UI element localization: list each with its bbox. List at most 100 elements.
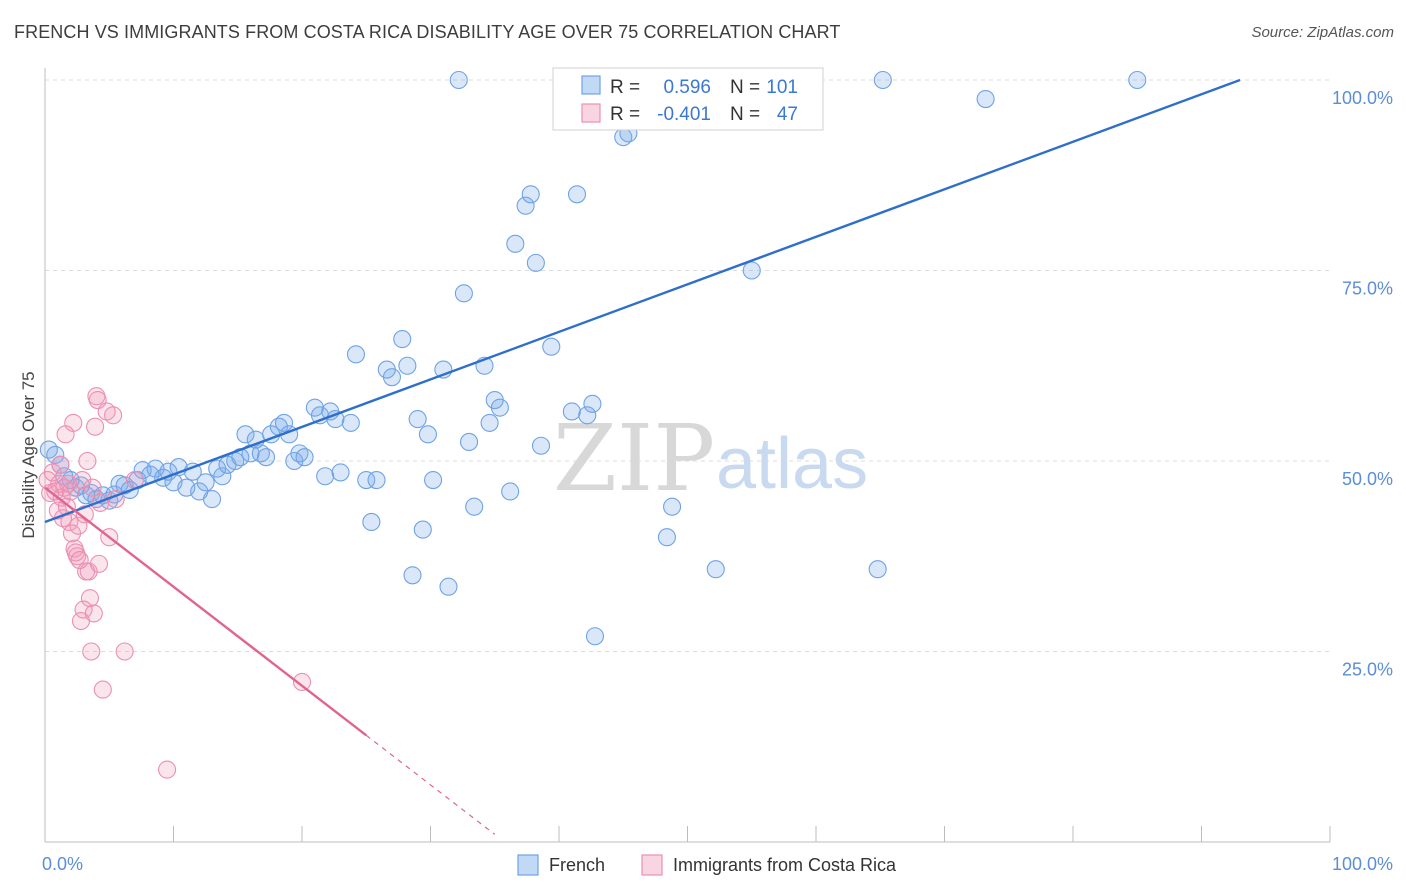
series-legend: French Immigrants from Costa Rica (517, 854, 897, 876)
french-point-58 (382, 368, 402, 387)
french-point-99 (868, 560, 887, 579)
y-tick-label-100: 100.0% (1332, 88, 1393, 108)
legend-r-value-costa-rica: -0.401 (657, 104, 711, 125)
costa-rica-point-27 (78, 451, 97, 471)
french-point-101 (976, 90, 995, 109)
costa-rica-point-23 (73, 470, 92, 490)
french-point-51 (331, 463, 350, 482)
french-point-55 (362, 512, 381, 532)
french-point-68 (449, 70, 468, 90)
french-point-94 (663, 497, 682, 516)
french-point-84 (562, 402, 581, 421)
watermark: ZIP atlas (553, 405, 868, 512)
french-point-78 (516, 196, 535, 215)
french-point-54 (357, 470, 376, 490)
bottom-legend-swatch-costa-rica (641, 854, 663, 876)
bottom-legend-label-french: French (549, 855, 605, 875)
costa-rica-point-15 (62, 524, 82, 543)
legend-swatch-costa-rica (581, 103, 601, 123)
legend-r-label-costa-rica: R = (610, 104, 640, 125)
french-point-48 (316, 467, 335, 486)
french-point-27 (196, 473, 215, 492)
french-point-53 (346, 345, 366, 364)
costa-rica-point-24 (74, 600, 93, 619)
grid-lines (45, 79, 1330, 652)
costa-rica-point-25 (75, 505, 94, 524)
french-point-70 (459, 432, 479, 452)
legend-n-label-costa-rica: N = (730, 104, 760, 125)
series-costa-rica-points (38, 387, 312, 779)
french-point-65 (424, 470, 443, 490)
y-tick-label-25: 25.0% (1342, 660, 1393, 680)
x-ticks (44, 826, 1331, 842)
french-point-63 (413, 520, 432, 539)
french-point-59 (393, 330, 412, 349)
french-point-73 (480, 413, 499, 432)
trend-line-costa-rica-extension (365, 734, 496, 835)
french-point-62 (408, 410, 427, 429)
french-point-34 (236, 425, 255, 444)
costa-rica-point-28 (79, 562, 98, 581)
french-point-75 (490, 398, 509, 417)
trend-lines (44, 78, 1241, 835)
costa-rica-point-43 (115, 642, 134, 661)
french-point-80 (526, 253, 545, 272)
french-point-52 (341, 413, 360, 432)
french-point-60 (398, 356, 417, 375)
costa-rica-point-30 (82, 642, 101, 661)
french-point-38 (256, 448, 276, 467)
french-point-87 (583, 394, 602, 413)
french-point-76 (501, 482, 520, 501)
french-point-28 (203, 490, 222, 509)
french-point-88 (585, 627, 605, 646)
french-point-96 (706, 560, 725, 579)
y-tick-labels: 25.0% 50.0% 75.0% 100.0% (1332, 88, 1393, 680)
costa-rica-point-45 (158, 760, 177, 779)
costa-rica-point-16 (64, 413, 83, 432)
costa-rica-point-32 (84, 604, 103, 623)
bottom-legend-swatch-french (517, 854, 539, 876)
costa-rica-point-2 (43, 463, 62, 482)
x-tick-label-min: 0.0% (42, 854, 83, 874)
source-label: Source: ZipAtlas.com (1251, 24, 1394, 41)
series-french-points (39, 70, 1147, 646)
french-point-45 (295, 448, 314, 467)
french-point-98 (742, 261, 761, 280)
stats-legend-box (552, 67, 824, 131)
costa-rica-point-33 (86, 417, 105, 436)
trend-line-french (44, 78, 1241, 524)
french-point-56 (367, 470, 386, 490)
legend-n-label-french: N = (730, 77, 760, 98)
french-point-50 (326, 410, 345, 429)
watermark-atlas: atlas (716, 424, 868, 504)
french-point-1 (46, 445, 65, 464)
french-point-41 (274, 413, 294, 432)
french-point-69 (454, 284, 473, 303)
bottom-legend-label-costa-rica: Immigrants from Costa Rica (673, 855, 897, 875)
french-point-81 (531, 436, 551, 455)
legend-n-value-french: 101 (766, 77, 798, 98)
french-point-79 (521, 185, 540, 204)
costa-rica-point-37 (91, 493, 110, 512)
costa-rica-point-20 (69, 516, 88, 535)
costa-rica-point-14 (61, 482, 80, 501)
legend-swatch-french (581, 75, 601, 95)
french-point-61 (403, 566, 422, 585)
watermark-zip: ZIP (553, 405, 715, 512)
french-point-102 (1128, 70, 1147, 90)
legend-r-label-french: R = (610, 77, 640, 98)
costa-rica-point-29 (80, 589, 100, 608)
french-point-71 (465, 497, 484, 516)
french-point-67 (439, 577, 458, 596)
french-point-82 (542, 337, 561, 356)
costa-rica-point-31 (83, 478, 102, 497)
costa-rica-point-6 (51, 455, 70, 474)
legend-r-value-french: 0.596 (663, 77, 711, 98)
y-tick-label-50: 50.0% (1342, 469, 1393, 489)
stats-legend: R = 0.596 N = 101 R = -0.401 N = 47 (552, 67, 824, 131)
legend-n-value-costa-rica: 47 (777, 104, 798, 125)
costa-rica-point-46 (292, 672, 312, 692)
y-axis-label: Disability Age Over 75 (19, 371, 38, 538)
y-tick-label-75: 75.0% (1342, 279, 1393, 299)
